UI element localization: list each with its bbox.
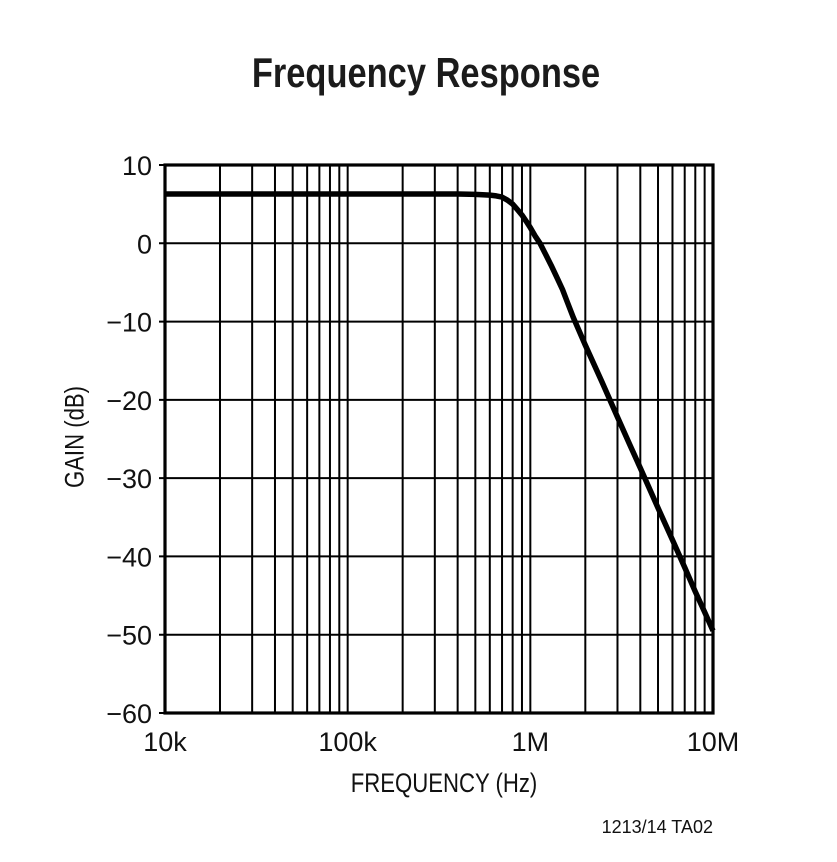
plot-border [163,163,715,715]
x-tick-label: 1M [512,727,550,757]
y-tick-label: 0 [137,229,152,259]
y-tick-label: −10 [106,308,152,338]
chart-title: Frequency Response [251,49,601,96]
y-tick-label: −30 [106,464,152,494]
y-tick-label: −50 [106,621,152,651]
y-tick-label: −20 [106,386,152,416]
x-tick-label: 10M [687,727,740,757]
y-tick-label: −40 [106,542,152,572]
x-axis-title: FREQUENCY (Hz) [350,768,538,798]
y-tick-label: 10 [122,151,152,181]
figure-number: 1213/14 TA02 [601,817,713,837]
x-tick-label: 10k [143,727,187,757]
y-tick-label: −60 [106,699,152,729]
x-tick-label: 100k [318,727,377,757]
gain-curve [165,191,716,632]
